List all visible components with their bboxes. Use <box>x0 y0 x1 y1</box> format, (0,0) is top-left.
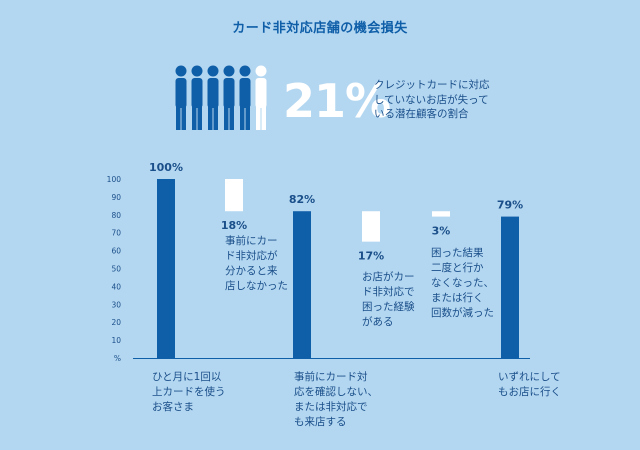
y-tick-label: 80 <box>111 211 121 220</box>
person-icon <box>175 65 187 130</box>
bar-caption-line: ひと月に1回以 <box>152 371 222 383</box>
bar-value-label: 100% <box>149 161 183 174</box>
bar-caption: 事前にカード対 応を確認しない、 または非対応で も来店する <box>294 370 378 430</box>
description-line: クレジットカードに対応 <box>374 79 490 91</box>
chart-title: カード非対応店舗の機会損失 <box>232 21 408 36</box>
person-icon <box>239 65 251 130</box>
bar-caption-line: 二度と行か <box>431 262 484 274</box>
bar-caption-line: なくなった、 <box>431 277 494 289</box>
bar-total <box>293 211 311 358</box>
bar-caption-line: 事前にカー <box>225 235 278 247</box>
bar-caption-line: お店がカー <box>362 271 415 283</box>
person-icon-lost <box>255 65 267 130</box>
bar-value-label: 82% <box>289 193 315 206</box>
bar-caption-line: 困った経験 <box>362 301 415 313</box>
bar-decrease <box>225 179 243 212</box>
bar-total <box>157 179 175 358</box>
bar-caption-line: がある <box>362 316 394 328</box>
bar-value-label: 18% <box>221 219 247 232</box>
bar-caption-line: 困った結果 <box>431 247 484 259</box>
y-tick-label: 50 <box>111 265 121 274</box>
bar-caption-line: 回数が減った <box>431 307 494 319</box>
bar-caption-line: いずれにして <box>498 371 561 383</box>
y-tick-label: 40 <box>111 282 121 291</box>
person-icon-group <box>175 65 251 130</box>
y-tick-label: 60 <box>111 247 121 256</box>
person-icon <box>191 65 203 130</box>
person-icon <box>207 65 219 130</box>
bar-caption-line: または行く <box>431 292 484 304</box>
bar-caption: いずれにして もお店に行く <box>498 370 561 400</box>
bar-caption-line: ド非対応が <box>225 250 278 262</box>
bar-caption-line: 応を確認しない、 <box>294 386 378 398</box>
y-tick-label: 10 <box>111 336 121 345</box>
bar-caption: お店がカード非対応で困った経験がある <box>362 270 415 330</box>
bar-caption-line: または非対応で <box>294 401 368 413</box>
lost-customer-description: クレジットカードに対応 していないお店が失って いる潜在顧客の割合 <box>374 78 504 122</box>
y-unit-label: % <box>114 354 121 363</box>
bar-caption-line: も来店する <box>294 416 347 428</box>
bar-caption: 困った結果二度と行かなくなった、 または行く回数が減った <box>431 246 494 321</box>
bar-caption-line: もお店に行く <box>498 386 561 398</box>
y-tick-label: 90 <box>111 193 121 202</box>
description-line: していないお店が失って <box>374 93 489 106</box>
bar-value-label: 17% <box>358 250 384 263</box>
people-pictogram <box>175 65 267 130</box>
bar-caption: ひと月に1回以 上カードを使う お客さま <box>152 370 226 415</box>
y-tick-label: 70 <box>111 229 121 238</box>
bar-decrease <box>362 211 380 242</box>
bar-caption-line: 分かると来 <box>225 265 278 277</box>
description-line: いる潜在顧客の割合 <box>374 108 469 120</box>
bar-value-label: 79% <box>497 199 523 212</box>
bar-caption-line: 事前にカード対 <box>294 371 368 383</box>
bar-caption-line: ド非対応で <box>362 286 415 298</box>
bar-total <box>501 216 519 358</box>
y-tick-label: 100 <box>107 175 122 184</box>
y-tick-label: 20 <box>111 318 121 327</box>
y-tick-label: 30 <box>111 300 121 309</box>
bar-value-label: 3% <box>432 225 451 238</box>
bar-decrease <box>432 211 450 217</box>
bar-caption-line: 店しなかった <box>225 280 288 292</box>
bar-caption: 事前にカード非対応が分かると来店しなかった <box>225 234 288 294</box>
lost-customer-percent: 21% <box>283 74 391 128</box>
bar-caption-line: 上カードを使う <box>152 386 226 398</box>
bar-caption-line: お客さま <box>152 401 194 413</box>
person-icon <box>223 65 235 130</box>
